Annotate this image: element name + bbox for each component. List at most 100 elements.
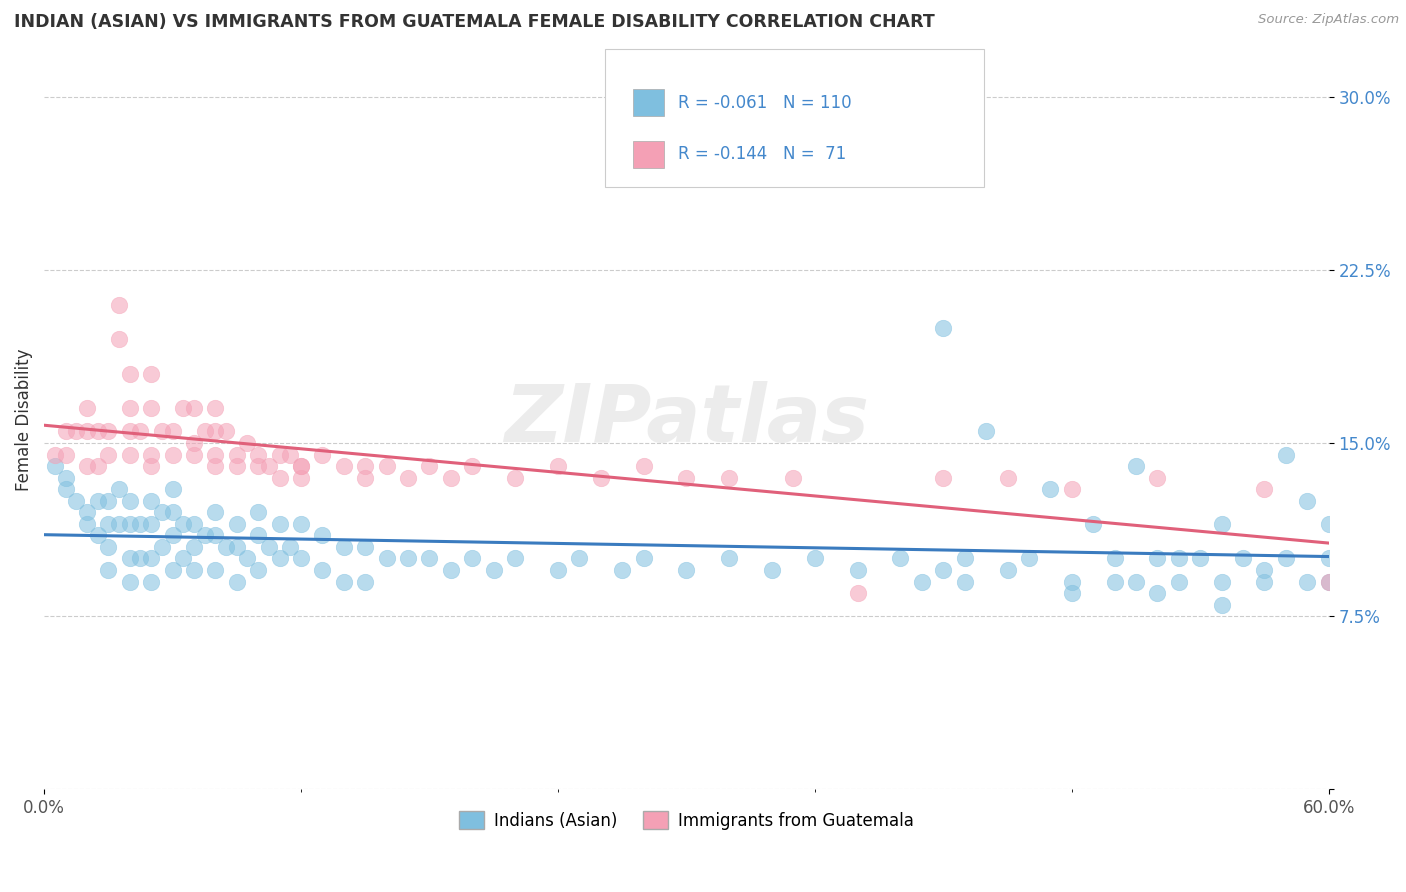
Point <box>129 516 152 531</box>
Point <box>118 425 141 439</box>
Point <box>162 505 184 519</box>
Point <box>172 551 194 566</box>
Point <box>610 563 633 577</box>
Legend: Indians (Asian), Immigrants from Guatemala: Indians (Asian), Immigrants from Guatema… <box>453 805 920 837</box>
Point <box>290 470 312 484</box>
Point <box>1125 574 1147 589</box>
Point <box>55 482 77 496</box>
Point <box>1189 551 1212 566</box>
Point <box>675 563 697 577</box>
Point <box>290 459 312 474</box>
Text: R = -0.144   N =  71: R = -0.144 N = 71 <box>678 145 846 163</box>
Point <box>846 563 869 577</box>
Point <box>375 551 398 566</box>
Point <box>86 493 108 508</box>
Point <box>162 425 184 439</box>
Point <box>215 425 238 439</box>
Point <box>150 505 173 519</box>
Point <box>290 459 312 474</box>
Point <box>141 459 163 474</box>
Point <box>204 448 226 462</box>
Point <box>162 482 184 496</box>
Point <box>974 425 997 439</box>
Point <box>1253 574 1275 589</box>
Point <box>1167 551 1189 566</box>
Point <box>76 459 98 474</box>
Point <box>183 448 205 462</box>
Point <box>76 401 98 416</box>
Point <box>247 528 270 542</box>
Point <box>782 470 804 484</box>
Point <box>333 459 356 474</box>
Point <box>225 574 247 589</box>
Point <box>718 470 741 484</box>
Point <box>204 505 226 519</box>
Point <box>215 540 238 554</box>
Point <box>236 436 259 450</box>
Point <box>932 563 955 577</box>
Point <box>141 448 163 462</box>
Point <box>1104 551 1126 566</box>
Point <box>290 551 312 566</box>
Point <box>183 540 205 554</box>
Text: R = -0.061   N = 110: R = -0.061 N = 110 <box>678 94 851 112</box>
Point <box>247 459 270 474</box>
Point <box>97 563 120 577</box>
Point <box>118 574 141 589</box>
Point <box>225 448 247 462</box>
Point <box>1317 574 1340 589</box>
Point <box>1146 470 1168 484</box>
Point <box>953 551 976 566</box>
Point <box>97 425 120 439</box>
Point <box>86 425 108 439</box>
Point <box>225 540 247 554</box>
Point <box>204 528 226 542</box>
Point <box>141 493 163 508</box>
Text: Source: ZipAtlas.com: Source: ZipAtlas.com <box>1258 13 1399 27</box>
Point <box>141 516 163 531</box>
Y-axis label: Female Disability: Female Disability <box>15 349 32 491</box>
Point <box>482 563 505 577</box>
Point <box>1296 493 1319 508</box>
Point <box>76 425 98 439</box>
Point <box>236 551 259 566</box>
Point <box>141 367 163 381</box>
Point <box>396 470 419 484</box>
Point <box>204 459 226 474</box>
Point <box>418 459 440 474</box>
Point <box>55 470 77 484</box>
Point <box>354 540 377 554</box>
Point <box>183 436 205 450</box>
Point <box>162 528 184 542</box>
Point <box>204 401 226 416</box>
Point <box>1317 551 1340 566</box>
Point <box>269 516 291 531</box>
Point <box>354 470 377 484</box>
Point <box>1060 574 1083 589</box>
Point <box>44 448 66 462</box>
Point <box>108 332 131 346</box>
Point <box>953 574 976 589</box>
Point <box>440 470 463 484</box>
Point <box>118 367 141 381</box>
Point <box>118 493 141 508</box>
Point <box>418 551 440 566</box>
Point <box>247 448 270 462</box>
Point <box>257 540 280 554</box>
Point <box>150 425 173 439</box>
Point <box>311 448 333 462</box>
Point <box>1232 551 1254 566</box>
Point <box>108 297 131 311</box>
Point <box>129 551 152 566</box>
Point <box>354 574 377 589</box>
Point <box>162 563 184 577</box>
Point <box>247 505 270 519</box>
Point <box>1317 516 1340 531</box>
Point <box>547 459 569 474</box>
Point <box>55 448 77 462</box>
Point <box>172 401 194 416</box>
Point <box>1060 586 1083 600</box>
Point <box>718 551 741 566</box>
Point <box>257 459 280 474</box>
Point <box>846 586 869 600</box>
